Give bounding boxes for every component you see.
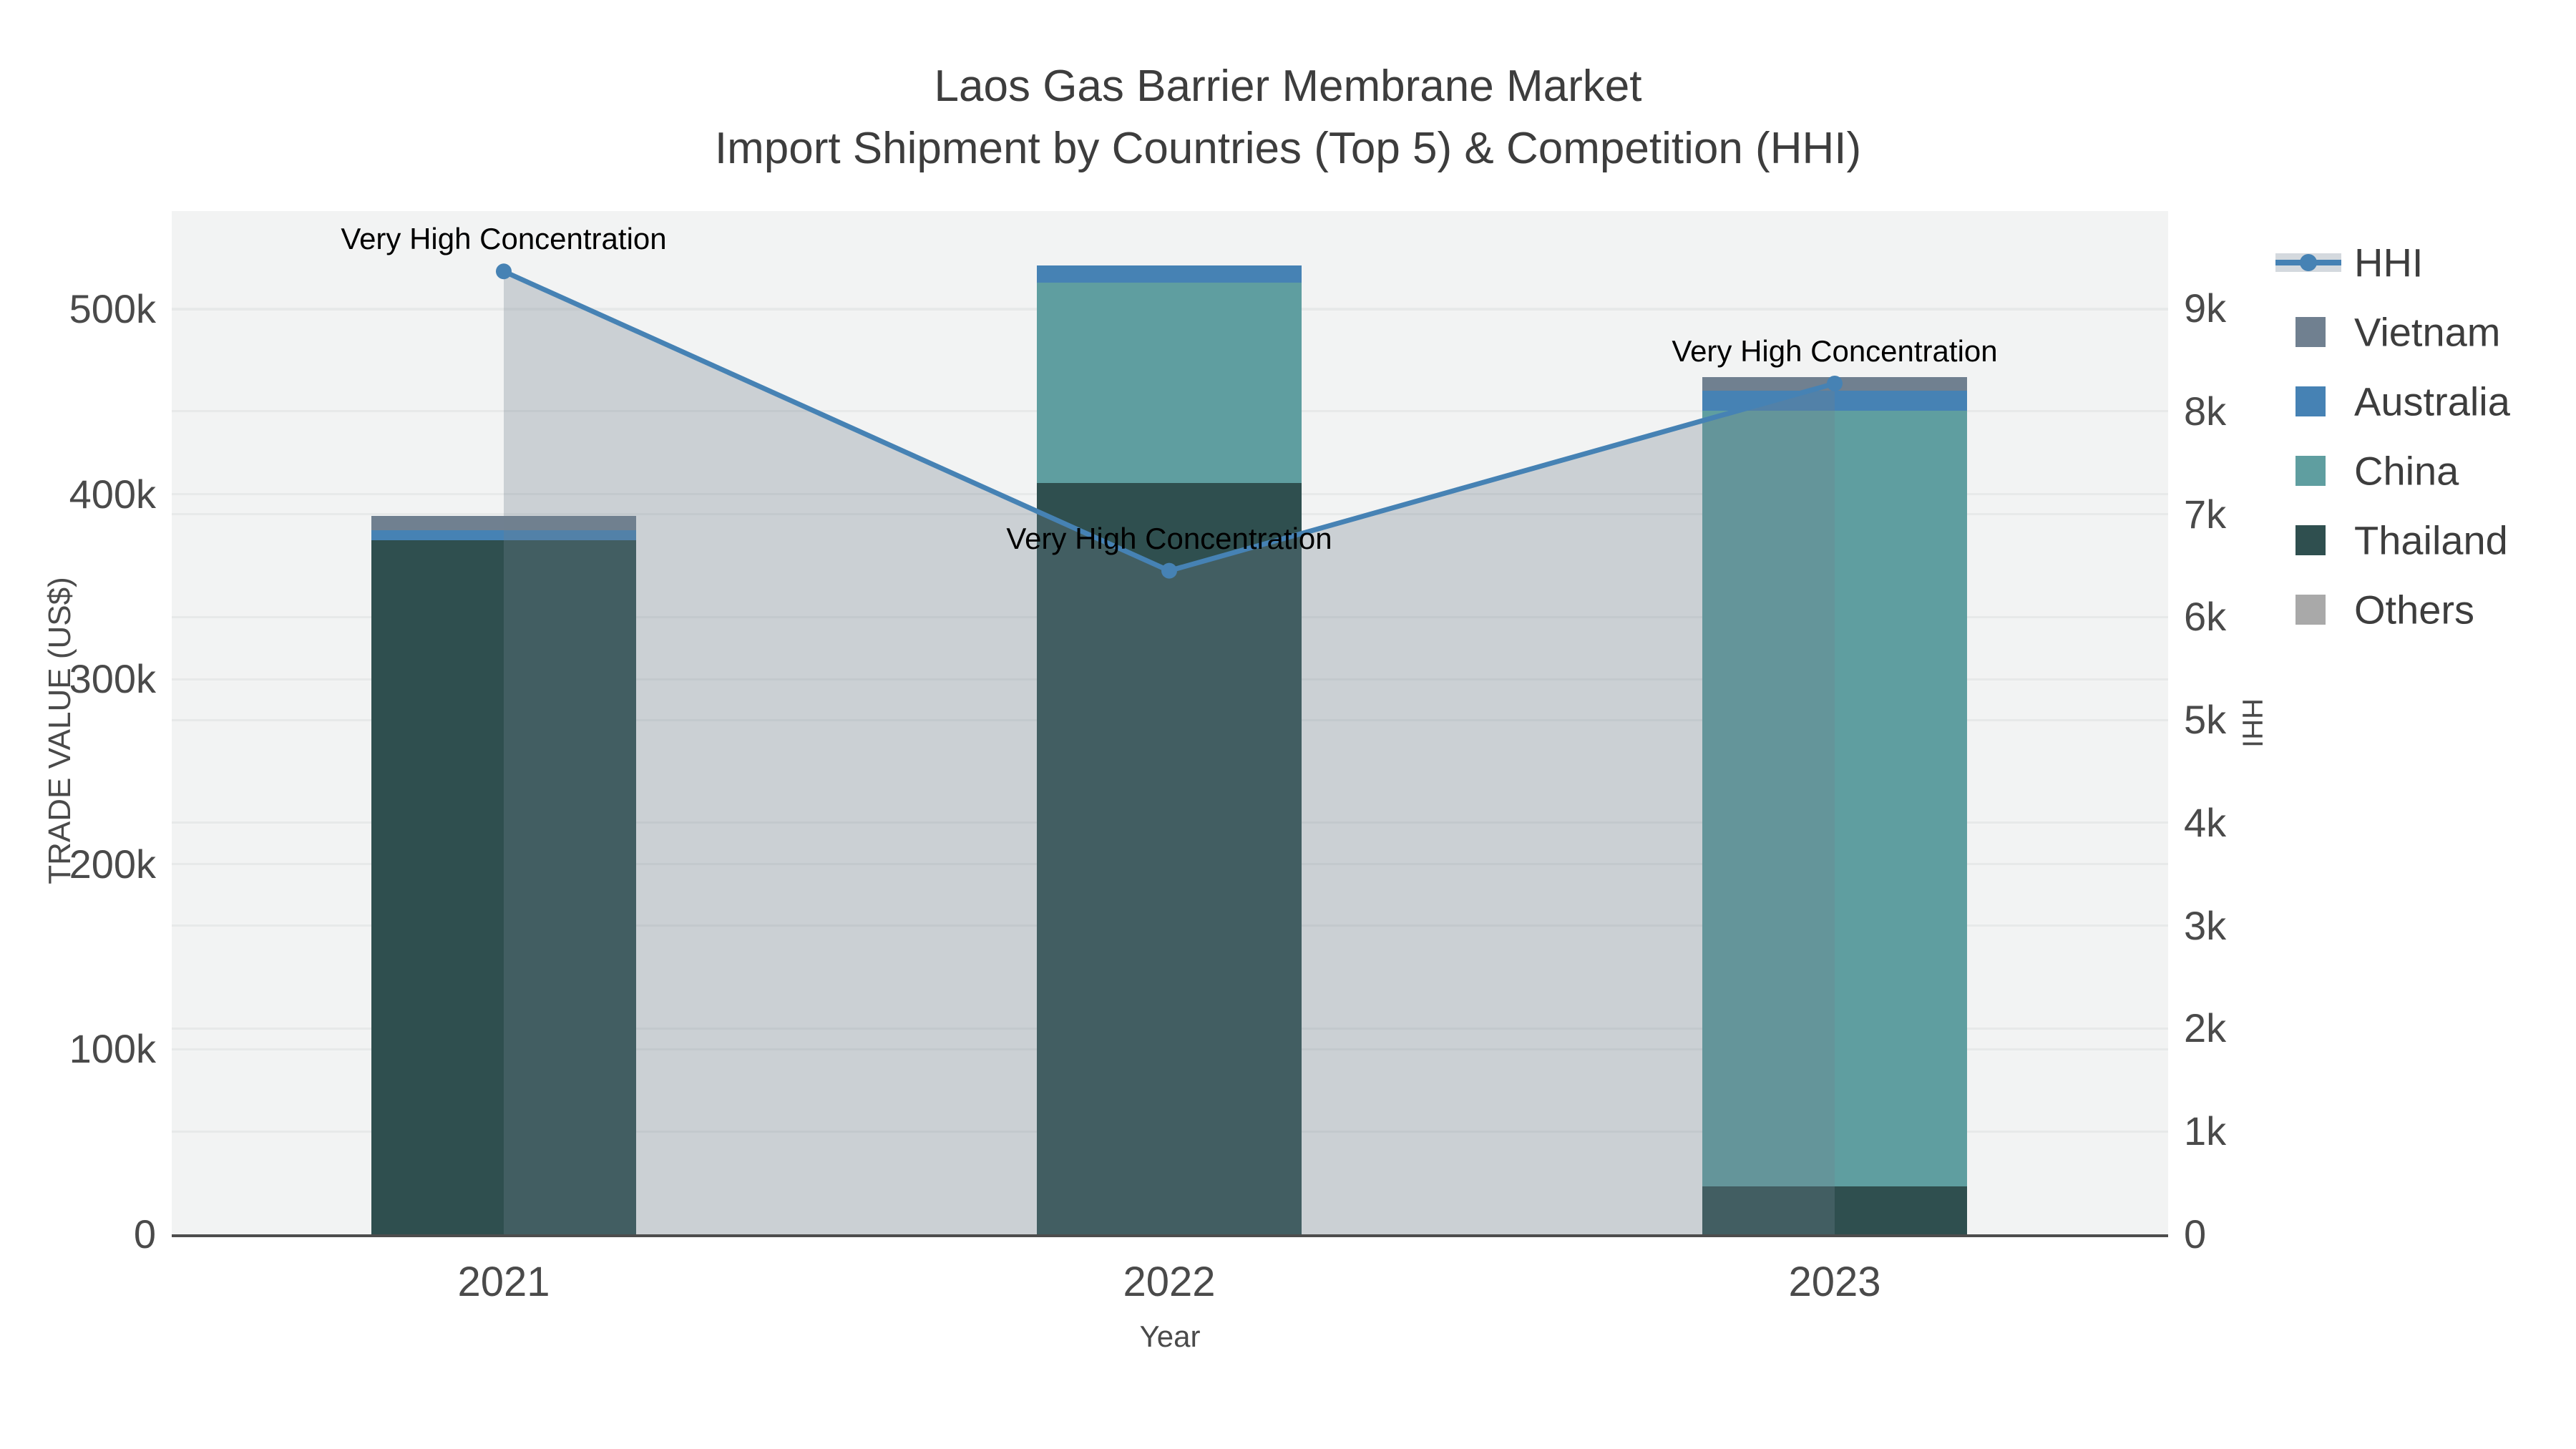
bar-segment-vietnam-2021[interactable] <box>371 516 636 531</box>
right-tick-1k: 1k <box>2184 1108 2227 1154</box>
bar-segment-australia-2022[interactable] <box>1037 265 1302 283</box>
x-tick-2021: 2021 <box>457 1259 550 1305</box>
legend: HHI Vietnam Australia China Thailand Others <box>2275 228 2576 644</box>
legend-label-china: China <box>2354 448 2459 493</box>
legend-item-thailand[interactable]: Thailand <box>2275 505 2576 575</box>
right-tick-3k: 3k <box>2184 902 2227 948</box>
annotation-2022: Very High Concentration <box>1006 521 1332 555</box>
legend-item-australia[interactable]: Australia <box>2275 366 2576 436</box>
bar-segment-thailand-2022[interactable] <box>1037 482 1302 1234</box>
bar-segment-thailand-2021[interactable] <box>371 540 636 1234</box>
hhi-line-chart <box>496 263 1843 1234</box>
bar-segment-thailand-2023[interactable] <box>1702 1186 1967 1234</box>
right-tick-6k: 6k <box>2184 594 2227 640</box>
left-axis-title: TRADE VALUE (US$) <box>42 577 77 884</box>
right-tick-9k: 9k <box>2184 286 2227 331</box>
hhi-area-fill <box>504 271 1835 1234</box>
right-tick-8k: 8k <box>2184 388 2227 434</box>
legend-item-china[interactable]: China <box>2275 436 2576 505</box>
legend-label-thailand: Thailand <box>2354 517 2508 562</box>
legend-label-others: Others <box>2354 587 2475 632</box>
legend-item-others[interactable]: Others <box>2275 575 2576 644</box>
chart-subtitle: Import Shipment by Countries (Top 5) & C… <box>714 124 1862 173</box>
hhi-marker-swatch <box>2300 253 2317 271</box>
legend-swatch-china <box>2296 455 2326 486</box>
annotation-2023: Very High Concentration <box>1672 333 1998 368</box>
annotation-2021: Very High Concentration <box>341 222 667 256</box>
right-tick-0: 0 <box>2184 1211 2207 1257</box>
left-tick-100k: 100k <box>69 1026 156 1072</box>
right-axis-title: HHI <box>2236 698 2268 748</box>
x-axis-line <box>172 1234 2168 1237</box>
legend-label-australia: Australia <box>2354 379 2510 424</box>
right-tick-5k: 5k <box>2184 697 2227 743</box>
left-tick-500k: 500k <box>69 286 156 331</box>
left-tick-400k: 400k <box>69 471 156 517</box>
left-tick-0: 0 <box>133 1211 156 1257</box>
x-axis-title: Year <box>1139 1319 1201 1353</box>
bar-segment-australia-2021[interactable] <box>371 530 636 541</box>
left-tick-200k: 200k <box>69 841 156 887</box>
legend-item-hhi[interactable]: HHI <box>2275 228 2576 297</box>
bar-segment-china-2023[interactable] <box>1702 410 1967 1186</box>
right-tick-7k: 7k <box>2184 491 2227 537</box>
hhi-marker-2022[interactable] <box>1161 562 1177 579</box>
right-tick-4k: 4k <box>2184 799 2227 845</box>
hhi-marker-2023[interactable] <box>1827 375 1843 391</box>
x-tick-2022: 2022 <box>1123 1259 1216 1305</box>
left-tick-300k: 300k <box>69 656 156 702</box>
legend-swatch-thailand <box>2296 525 2326 555</box>
right-tick-2k: 2k <box>2184 1005 2227 1051</box>
hhi-marker-2021[interactable] <box>496 263 512 280</box>
plot-area <box>172 211 2168 1234</box>
legend-label-vietnam: Vietnam <box>2354 309 2501 354</box>
bar-segment-china-2022[interactable] <box>1037 283 1302 483</box>
legend-item-vietnam[interactable]: Vietnam <box>2275 297 2576 366</box>
legend-swatch-vietnam <box>2296 316 2326 347</box>
legend-swatch-australia <box>2296 386 2326 416</box>
x-tick-2023: 2023 <box>1788 1259 1881 1305</box>
chart-title: Laos Gas Barrier Membrane Market <box>934 62 1642 111</box>
legend-swatch-others <box>2296 594 2326 625</box>
legend-label-hhi: HHI <box>2354 240 2424 285</box>
